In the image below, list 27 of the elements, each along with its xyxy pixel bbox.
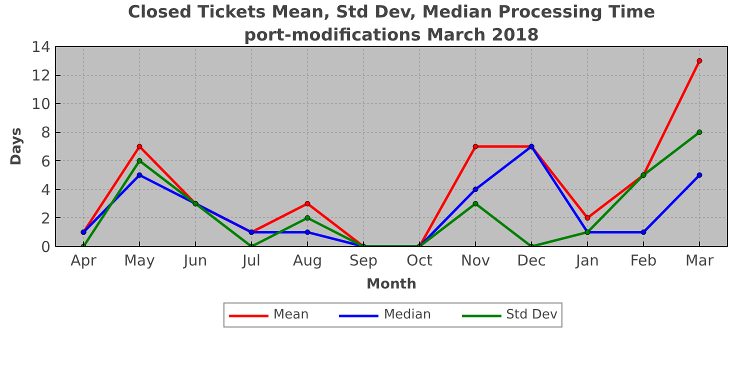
legend-label: Std Dev bbox=[506, 308, 558, 322]
x-axis-title: Month bbox=[366, 276, 417, 292]
legend-label: Median bbox=[384, 308, 432, 322]
y-tick-label: 4 bbox=[40, 180, 51, 199]
x-tick-label: Nov bbox=[460, 252, 490, 270]
x-tick-label: Sep bbox=[349, 252, 378, 270]
x-tick-label: Dec bbox=[516, 252, 546, 270]
chart-subtitle: port-modifications March 2018 bbox=[244, 26, 539, 46]
x-tick-label: Oct bbox=[406, 252, 433, 270]
y-tick-label: 12 bbox=[31, 66, 51, 85]
x-tick-label: Feb bbox=[630, 252, 657, 270]
y-tick-label: 8 bbox=[40, 124, 51, 142]
y-tick-label: 6 bbox=[40, 152, 51, 170]
x-tick-label: Aug bbox=[292, 252, 322, 270]
y-tick-label: 10 bbox=[31, 95, 51, 114]
x-tick-label: Jun bbox=[182, 252, 208, 270]
y-tick-label: 14 bbox=[31, 38, 51, 56]
x-tick-label: Jan bbox=[574, 252, 600, 270]
legend-label: Mean bbox=[273, 308, 309, 322]
x-tick-label: May bbox=[124, 252, 156, 270]
chart-title: Closed Tickets Mean, Std Dev, Median Processing Time bbox=[128, 2, 656, 22]
y-tick-label: 0 bbox=[40, 238, 51, 256]
y-axis-title: Days bbox=[8, 127, 24, 166]
x-tick-label: Mar bbox=[685, 252, 714, 270]
x-tick-label: Jul bbox=[241, 252, 261, 270]
x-tick-label: Apr bbox=[70, 252, 98, 270]
y-tick-label: 2 bbox=[40, 209, 51, 228]
